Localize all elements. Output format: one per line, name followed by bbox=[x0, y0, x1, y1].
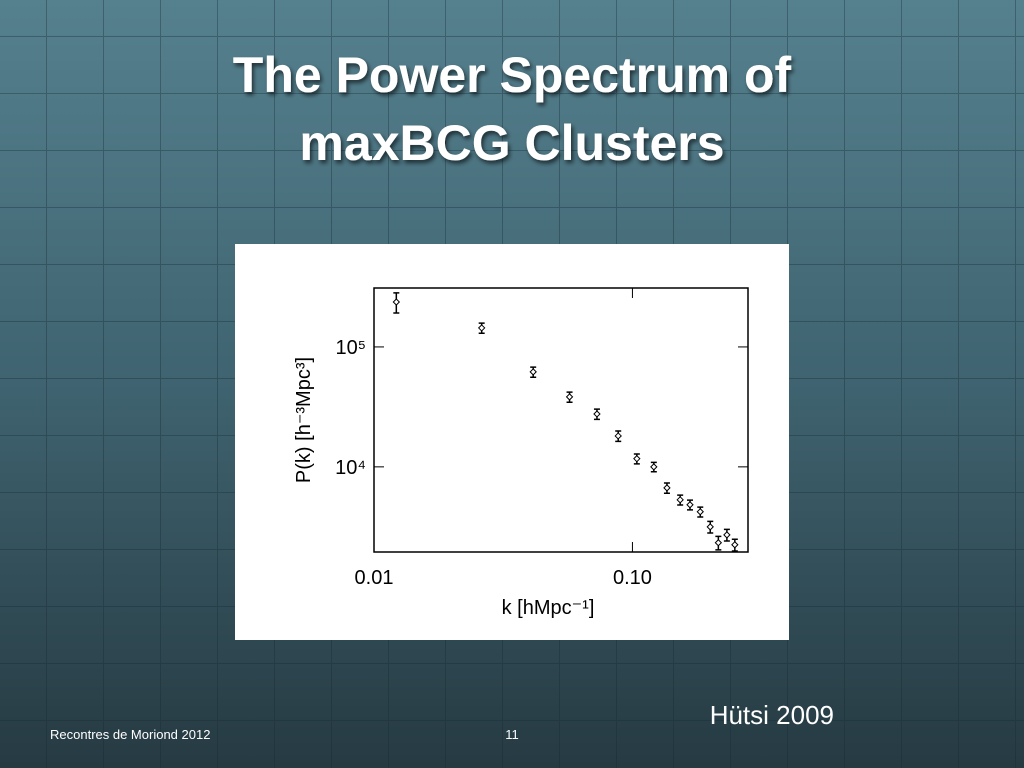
data-point bbox=[686, 501, 694, 509]
plot: 0.01 0.10 10⁴ 10⁵ bbox=[335, 288, 748, 589]
data-point bbox=[392, 298, 401, 306]
data-point bbox=[529, 368, 537, 376]
data-point bbox=[706, 523, 714, 531]
page-number: 11 bbox=[505, 727, 519, 742]
figure-panel bbox=[235, 244, 789, 640]
data-point bbox=[650, 463, 658, 471]
data-point bbox=[593, 410, 601, 418]
plot-frame bbox=[373, 287, 749, 553]
data-point bbox=[676, 496, 684, 504]
slide-title: The Power Spectrum of bbox=[233, 47, 792, 103]
data-point bbox=[633, 454, 641, 463]
y-tick-label: 10⁴ bbox=[335, 457, 366, 479]
data-point bbox=[731, 541, 739, 549]
data-point bbox=[663, 484, 671, 492]
y-tick-label: 10⁵ bbox=[335, 337, 366, 359]
data-point bbox=[714, 539, 723, 547]
footer: Recontres de Moriond 2012 bbox=[50, 727, 210, 742]
data-point bbox=[565, 393, 574, 401]
x-tick-label: 0.10 bbox=[613, 567, 652, 589]
x-tick-label: 0.01 bbox=[355, 567, 394, 589]
data-point bbox=[477, 324, 486, 332]
data-point bbox=[723, 531, 731, 539]
data-point bbox=[614, 432, 622, 440]
slide-title: maxBCG Clusters bbox=[299, 115, 724, 171]
data-point bbox=[696, 508, 704, 516]
y-axis-label: P(k) [h⁻³Mpc³] bbox=[293, 357, 315, 483]
credit: Hütsi 2009 bbox=[710, 700, 834, 730]
x-axis-label: k [hMpc⁻¹] bbox=[502, 597, 595, 619]
